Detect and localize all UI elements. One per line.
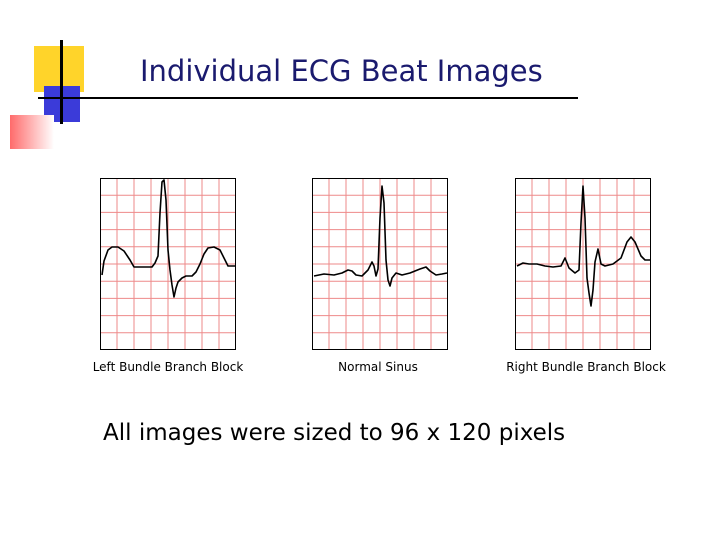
ecg-trace bbox=[516, 185, 650, 307]
ecg-grid bbox=[100, 178, 236, 350]
ecg-image-normal bbox=[312, 178, 448, 350]
caption-normal: Normal Sinus bbox=[338, 360, 418, 374]
slide-title: Individual ECG Beat Images bbox=[140, 54, 543, 88]
ecg-image-rbbb bbox=[515, 178, 651, 350]
decor-square-yellow bbox=[34, 46, 84, 92]
title-underline bbox=[38, 97, 578, 99]
ecg-frame bbox=[515, 178, 651, 350]
ecg-panel-normal bbox=[312, 178, 448, 350]
footer-note: All images were sized to 96 x 120 pixels bbox=[103, 420, 566, 446]
ecg-image-lbbb bbox=[100, 178, 236, 350]
ecg-grid bbox=[515, 178, 651, 350]
ecg-grid bbox=[312, 178, 448, 350]
ecg-panel-lbbb bbox=[100, 178, 236, 350]
ecg-trace bbox=[313, 185, 448, 287]
ecg-frame bbox=[100, 178, 236, 350]
caption-lbbb: Left Bundle Branch Block bbox=[92, 360, 244, 374]
decor-vertical-line bbox=[60, 40, 63, 124]
ecg-frame bbox=[312, 178, 448, 350]
ecg-panel-rbbb bbox=[515, 178, 651, 350]
decor-square-red bbox=[10, 115, 54, 149]
caption-rbbb: Right Bundle Branch Block bbox=[506, 360, 666, 374]
ecg-trace bbox=[101, 179, 235, 298]
